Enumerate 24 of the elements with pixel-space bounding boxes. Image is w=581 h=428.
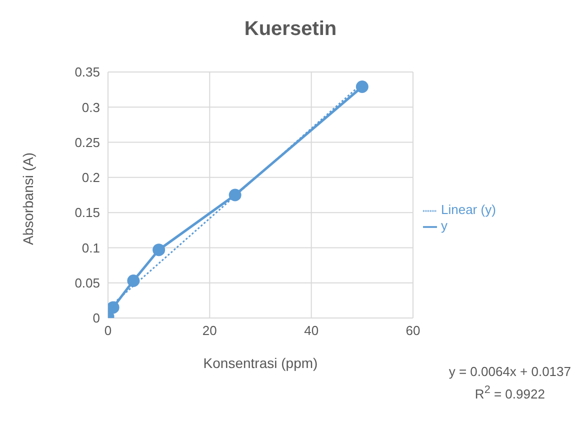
x-tick-label: 0 [104,323,112,338]
legend-label: Linear (y) [441,202,496,218]
text: R$^{2}$ = 0.9922 [474,383,546,404]
y-tick-label: 0.35 [74,64,100,80]
y-tick-label: 0.15 [74,205,100,220]
point [152,244,166,256]
y-tick-label: 0.05 [74,275,100,290]
x-tick-label: 60 [406,323,420,338]
x-tick-label: 20 [202,323,217,338]
y-axis-title: Absorbansi (A) [20,152,36,245]
x-tick-label: 40 [304,323,319,338]
chart-title: Kuersetin [243,17,338,42]
y-tick-label: 0 [92,310,100,326]
text: y = 0.0064x + 0.0137 [448,363,571,381]
y-tick-label: 0.3 [82,100,100,115]
legend-label: y [441,218,448,233]
point [356,80,368,94]
point [108,301,120,314]
point [127,274,140,287]
point [228,188,242,202]
y-tick-label: 0.1 [82,240,100,256]
y-tick-label: 0.2 [82,170,100,186]
y-tick-label: 0.25 [74,134,100,150]
x-axis-title: Konsentrasi (ppm) [203,355,318,371]
